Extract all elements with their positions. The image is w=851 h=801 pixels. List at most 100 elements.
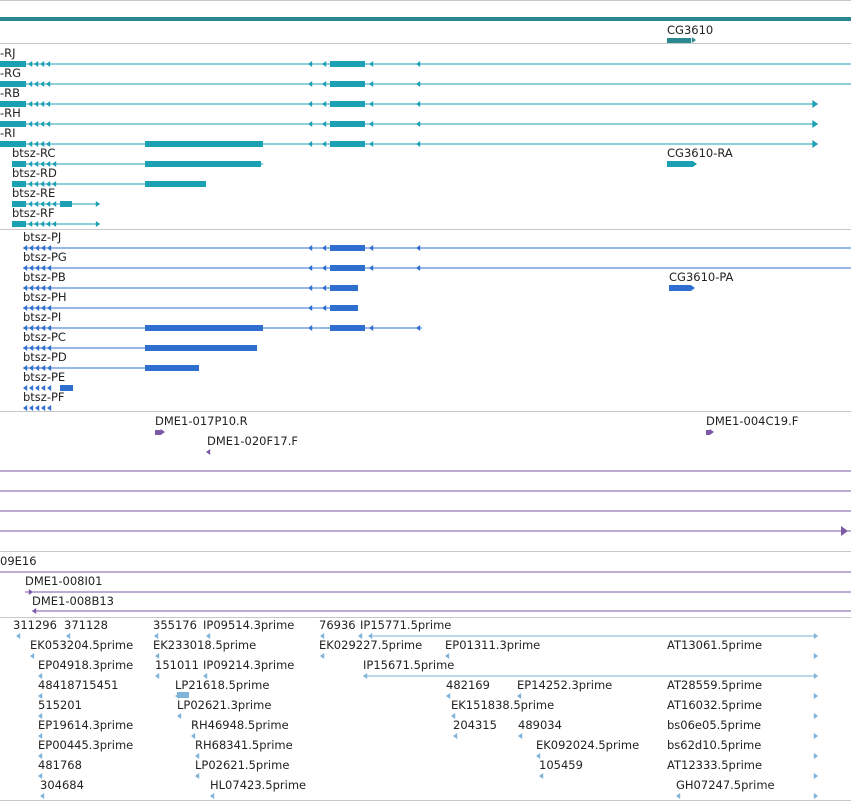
dme-feature-label[interactable]: DME1-020F17.F	[207, 434, 298, 448]
est-label[interactable]: 489034	[518, 718, 562, 732]
est-label[interactable]: 311296	[13, 618, 57, 632]
est-label[interactable]: EK092024.5prime	[536, 738, 640, 752]
protein-label[interactable]: btsz-PE	[23, 370, 66, 384]
est-label[interactable]: EP14252.3prime	[517, 678, 613, 692]
est-label[interactable]: EP01311.3prime	[445, 638, 541, 652]
track-separator	[0, 43, 851, 44]
transcript-label[interactable]: -RJ	[0, 46, 16, 60]
protein-label[interactable]: btsz-PI	[23, 310, 62, 324]
strand-arrow-left	[46, 141, 51, 147]
exon-box	[330, 325, 365, 331]
strand-arrow-left	[322, 245, 327, 251]
est-label[interactable]: IP15671.5prime	[363, 658, 455, 672]
est-label[interactable]: 151011	[155, 658, 199, 672]
strand-arrow-left	[40, 201, 45, 207]
exon-box	[330, 285, 358, 291]
dme-feature-label[interactable]: DME1-017P10.R	[155, 414, 248, 428]
transcript-label[interactable]: -RG	[0, 66, 22, 80]
dme-feature-label[interactable]: DME1-004C19.F	[706, 414, 799, 428]
est-label[interactable]: RH68341.5prime	[195, 738, 293, 752]
est-label[interactable]: EP04918.3prime	[38, 658, 134, 672]
protein-label[interactable]: btsz-PF	[23, 390, 65, 404]
strand-arrow-left	[35, 385, 40, 391]
strand-arrow-left	[320, 653, 325, 659]
est-label[interactable]: EP19614.3prime	[38, 718, 134, 732]
clone-label[interactable]: DME1-008B13	[32, 594, 114, 608]
strand-arrow-left	[416, 81, 421, 87]
est-label[interactable]: IP09214.3prime	[203, 658, 295, 672]
exon-box	[60, 385, 73, 391]
protein-label[interactable]: btsz-PB	[23, 270, 66, 284]
est-label[interactable]: 355176	[153, 618, 197, 632]
transcript-label[interactable]: btsz-RE	[12, 186, 56, 200]
est-label[interactable]: 482169	[446, 678, 490, 692]
protein-label-cg3610-pa[interactable]: CG3610-PA	[669, 270, 734, 284]
gene-span-bar	[0, 17, 851, 21]
protein-label[interactable]: btsz-PG	[23, 250, 67, 264]
exon-box	[12, 201, 26, 207]
est-label[interactable]: 76936	[319, 618, 356, 632]
est-label[interactable]: bs06e05.5prime	[667, 718, 762, 732]
strand-arrow-left	[203, 673, 208, 679]
strand-arrow-left	[308, 121, 313, 127]
transcript-label[interactable]: btsz-RF	[12, 206, 55, 220]
transcript-label[interactable]: -RH	[0, 106, 21, 120]
est-label[interactable]: GH07247.5prime	[676, 778, 775, 792]
est-label[interactable]: EK151838.5prime	[451, 698, 555, 712]
est-label[interactable]: EK053204.5prime	[30, 638, 134, 652]
est-label[interactable]: 204315	[453, 718, 497, 732]
transcript-label[interactable]: -RI	[0, 126, 16, 140]
est-label[interactable]: 304684	[40, 778, 84, 792]
gene-label-cg3610[interactable]: CG3610	[667, 23, 714, 37]
est-label[interactable]: IP09514.3prime	[203, 618, 295, 632]
est-label[interactable]: AT16032.5prime	[667, 698, 763, 712]
protein-label[interactable]: btsz-PD	[23, 350, 67, 364]
est-label[interactable]: 371128	[64, 618, 108, 632]
est-box	[177, 692, 189, 698]
est-label[interactable]: EP00445.3prime	[38, 738, 134, 752]
exon-box	[145, 345, 257, 351]
strand-arrow-left	[28, 161, 33, 167]
est-label[interactable]: AT12333.5prime	[667, 758, 763, 772]
est-label[interactable]: EK029227.5prime	[319, 638, 423, 652]
strand-arrow-left	[154, 633, 159, 639]
strand-arrow-left	[539, 773, 544, 779]
strand-arrow-left	[46, 121, 51, 127]
est-label[interactable]: LP02621.3prime	[177, 698, 272, 712]
clone-label[interactable]: 09E16	[0, 554, 37, 568]
est-label[interactable]: LP21618.5prime	[175, 678, 270, 692]
transcript-label[interactable]: -RB	[0, 86, 21, 100]
clone-label[interactable]: DME1-008I01	[25, 574, 103, 588]
est-label[interactable]: AT28559.5prime	[667, 678, 763, 692]
transcript-label[interactable]: btsz-RC	[12, 146, 56, 160]
strand-arrow-right	[813, 733, 818, 739]
transcript-label-cg3610-ra[interactable]: CG3610-RA	[667, 146, 733, 160]
strand-arrow-right	[813, 753, 818, 759]
protein-label[interactable]: btsz-PJ	[23, 230, 62, 244]
strand-arrow-left	[369, 245, 374, 251]
est-label[interactable]: 48418715451	[38, 678, 119, 692]
strand-arrow-left	[34, 161, 39, 167]
est-label[interactable]: bs62d10.5prime	[667, 738, 762, 752]
est-label[interactable]: IP15771.5prime	[360, 618, 452, 632]
protein-label[interactable]: btsz-PH	[23, 290, 67, 304]
est-label[interactable]: LP02621.5prime	[195, 758, 290, 772]
strand-arrow-right	[691, 37, 696, 43]
protein-label[interactable]: btsz-PC	[23, 330, 66, 344]
est-label[interactable]: 515201	[38, 698, 82, 712]
strand-arrow-left	[191, 733, 196, 739]
est-label[interactable]: RH46948.5prime	[191, 718, 289, 732]
exon-box	[0, 81, 26, 87]
est-label[interactable]: EK233018.5prime	[153, 638, 257, 652]
exon-box	[330, 305, 358, 311]
exon-box	[330, 265, 365, 271]
strand-arrow-right	[692, 161, 697, 167]
est-label[interactable]: 481768	[38, 758, 82, 772]
strand-arrow-left	[322, 141, 327, 147]
transcript-label[interactable]: btsz-RD	[12, 166, 57, 180]
est-label[interactable]: HL07423.5prime	[210, 778, 307, 792]
est-label[interactable]: 105459	[539, 758, 583, 772]
strand-arrow-left	[416, 61, 421, 67]
est-label[interactable]: AT13061.5prime	[667, 638, 763, 652]
